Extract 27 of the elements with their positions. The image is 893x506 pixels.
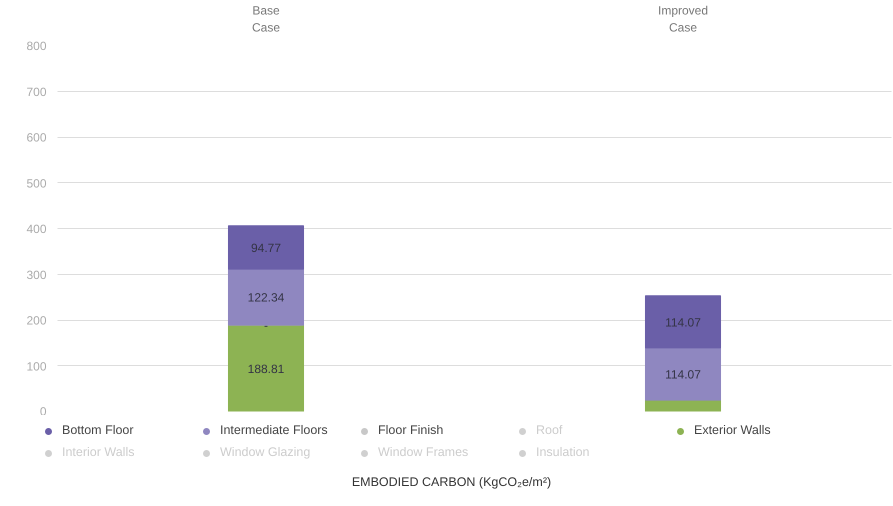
y-tick-label: 800 <box>26 39 47 53</box>
data-label: - <box>264 318 268 333</box>
legend-label: Bottom Floor <box>62 422 134 440</box>
data-label: 114.07 <box>665 315 702 330</box>
y-tick-label: 600 <box>26 130 47 144</box>
y-tick-label: 300 <box>26 268 47 282</box>
y-tick-label: 100 <box>26 359 47 374</box>
bar <box>644 400 722 412</box>
bar <box>228 225 304 270</box>
bar <box>228 324 304 412</box>
bar <box>228 268 304 326</box>
legend-label: Exterior Walls <box>694 422 771 440</box>
bar <box>644 347 722 401</box>
data-label: 188.81 <box>248 362 285 376</box>
y-tick-label: 200 <box>26 314 47 328</box>
bar <box>644 295 722 348</box>
y-tick-label: 700 <box>26 84 47 99</box>
x-tick-label: Improved Case <box>658 4 708 34</box>
data-label: 122.34 <box>248 290 285 305</box>
x-tick-label: Base Case <box>252 4 280 34</box>
data-label: 94.77 <box>250 240 282 255</box>
x-axis-title: EMBODIED CARBON (KgCO₂e/m²) <box>350 474 552 491</box>
y-tick-label: 400 <box>26 222 47 236</box>
y-tick-label: 500 <box>26 176 47 190</box>
legend-label: Floor Finish <box>378 422 444 440</box>
data-label: 114.07 <box>665 367 702 382</box>
legend-label: Intermediate Floors <box>220 422 328 440</box>
